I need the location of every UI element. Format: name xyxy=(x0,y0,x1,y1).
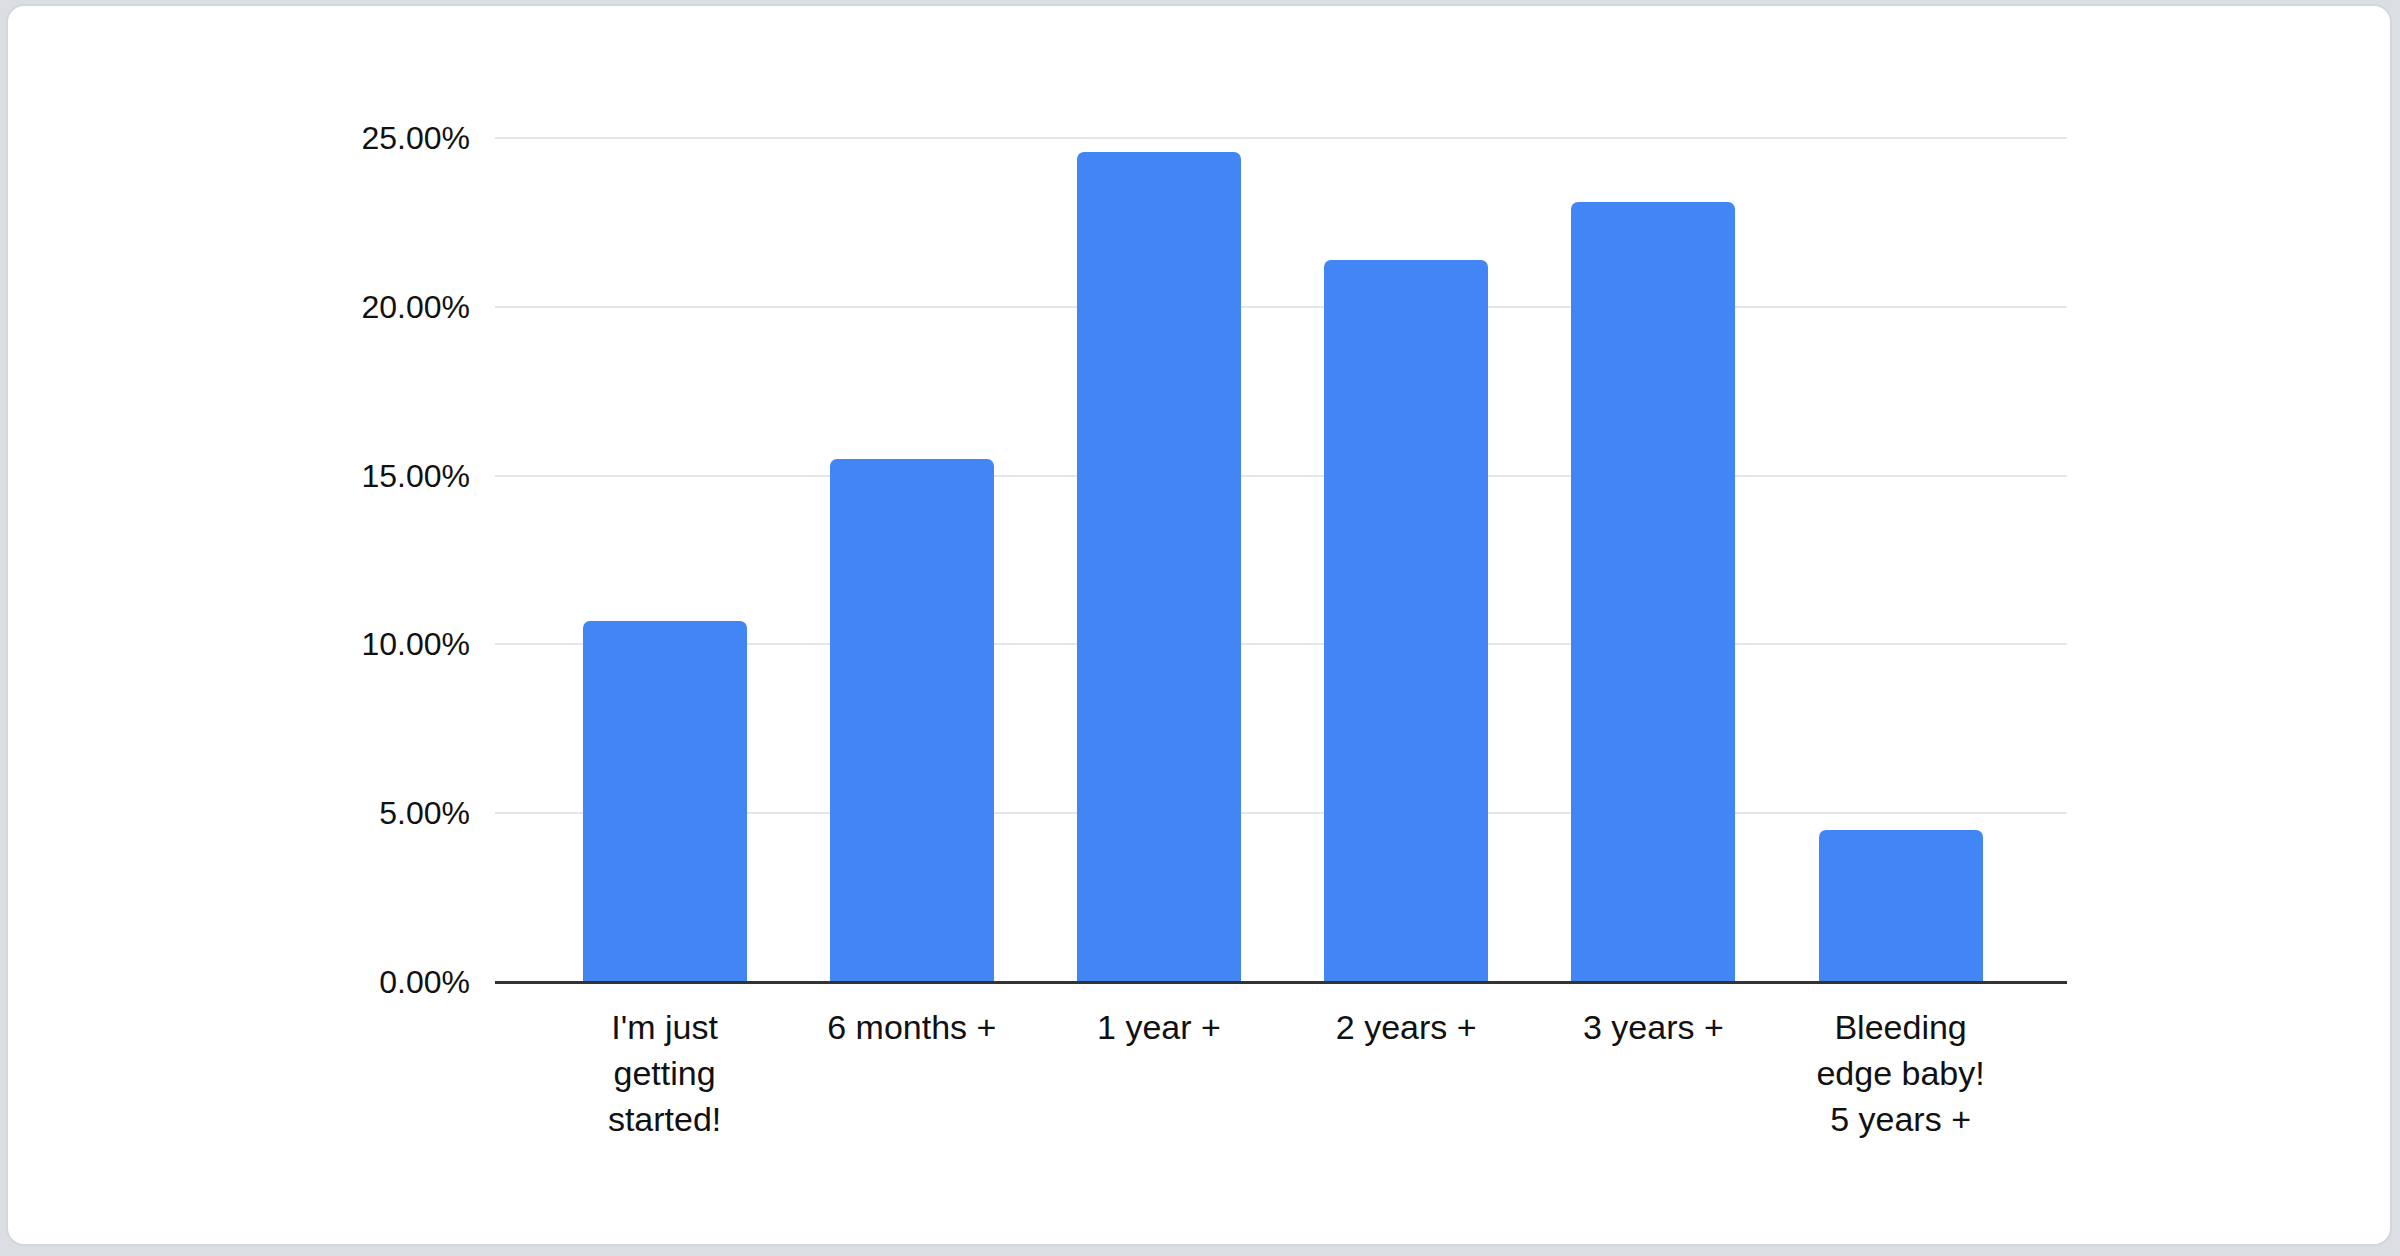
bar-3[interactable] xyxy=(1077,152,1241,982)
bar-6[interactable] xyxy=(1819,830,1983,982)
x-axis-category-label-line: 6 months + xyxy=(789,1004,1035,1050)
x-axis-category-label: Bleedingedge baby!5 years + xyxy=(1778,1004,2024,1142)
x-axis-category-label-line: 2 years + xyxy=(1283,1004,1529,1050)
y-axis-tick-label: 25.00% xyxy=(250,118,470,158)
bar-4[interactable] xyxy=(1324,260,1488,982)
x-axis-category-label-line: 5 years + xyxy=(1778,1096,2024,1142)
x-axis-category-label: I'm justgettingstarted! xyxy=(542,1004,788,1142)
bar-5[interactable] xyxy=(1571,202,1735,982)
x-axis-category-label-line: getting xyxy=(542,1050,788,1096)
x-axis-category-label: 2 years + xyxy=(1283,1004,1529,1050)
x-axis-category-label: 3 years + xyxy=(1530,1004,1776,1050)
gridline-15pct xyxy=(495,475,2067,477)
x-axis-line xyxy=(495,981,2067,984)
y-axis-tick-label: 0.00% xyxy=(250,962,470,1002)
y-axis-tick-label: 5.00% xyxy=(250,793,470,833)
x-axis-category-label: 1 year + xyxy=(1036,1004,1282,1050)
y-axis-tick-label: 20.00% xyxy=(250,287,470,327)
x-axis-category-label-line: Bleeding xyxy=(1778,1004,2024,1050)
gridline-20pct xyxy=(495,306,2067,308)
x-axis-category-label-line: 1 year + xyxy=(1036,1004,1282,1050)
y-axis-tick-label: 10.00% xyxy=(250,624,470,664)
x-axis-category-label-line: 3 years + xyxy=(1530,1004,1776,1050)
gridline-25pct xyxy=(495,137,2067,139)
bar-1[interactable] xyxy=(583,621,747,982)
x-axis-category-label-line: started! xyxy=(542,1096,788,1142)
bar-2[interactable] xyxy=(830,459,994,982)
x-axis-category-label: 6 months + xyxy=(789,1004,1035,1050)
x-axis-category-label-line: I'm just xyxy=(542,1004,788,1050)
x-axis-category-label-line: edge baby! xyxy=(1778,1050,2024,1096)
y-axis-tick-label: 15.00% xyxy=(250,456,470,496)
bar-chart: 0.00% 5.00% 10.00% 15.00% 20.00% 25.00% I'm ju… xyxy=(0,0,2400,1256)
